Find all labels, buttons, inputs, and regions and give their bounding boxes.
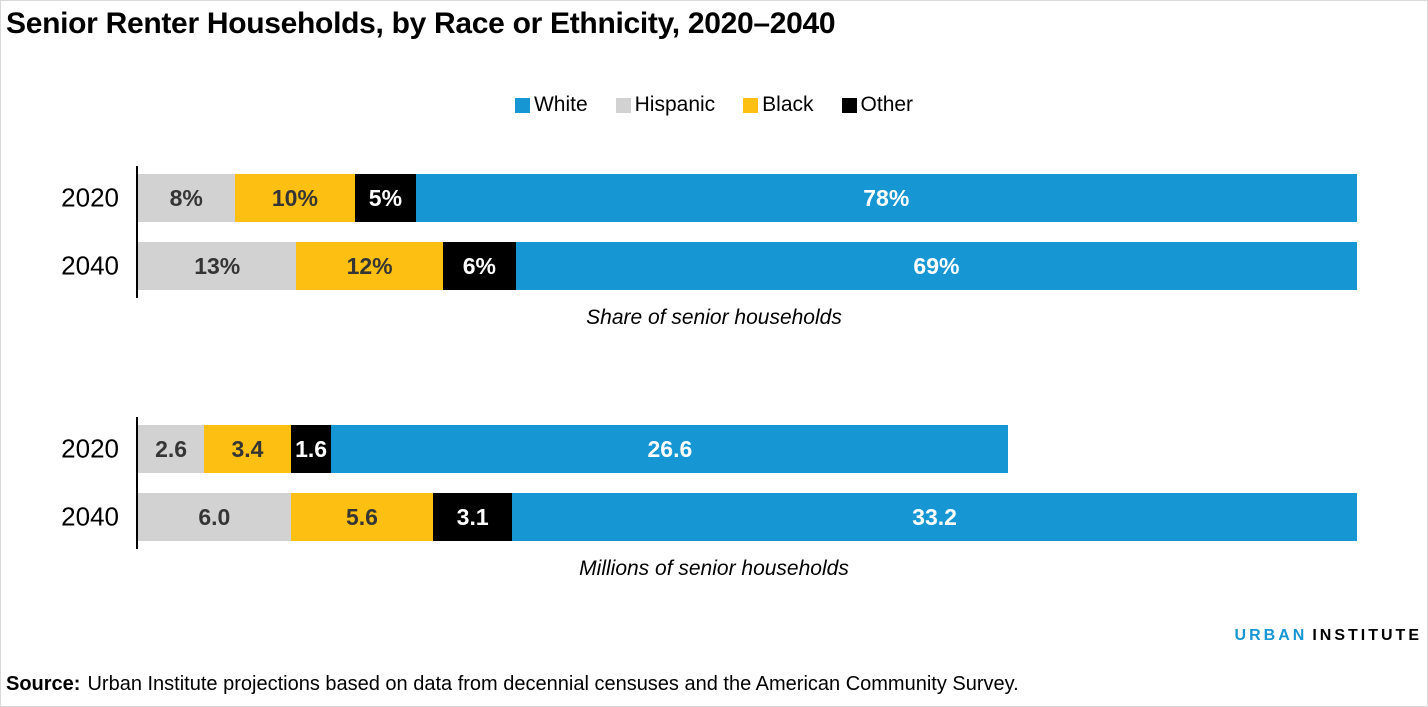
legend-swatch-other	[841, 97, 857, 113]
share-axis-caption: Share of senior households	[586, 306, 842, 329]
category-label-2040: 2040	[61, 250, 119, 281]
segment-hispanic-2040: 6.0	[138, 493, 291, 541]
segment-black-2020: 10%	[234, 174, 356, 222]
stacked-bar-2020: 2.6 3.4 1.6 26.6	[138, 425, 1009, 473]
source-note: Source: Urban Institute projections based…	[6, 673, 1019, 696]
bar-row-2020: 2020 2.6 3.4 1.6 26.6	[61, 425, 1357, 473]
segment-white-2020: 78%	[415, 174, 1357, 222]
stacked-bar-2040: 13% 12% 6% 69%	[138, 242, 1357, 290]
urban-institute-logo: URBAN INSTITUTE	[1235, 627, 1422, 645]
legend-label-hispanic: Hispanic	[634, 93, 716, 116]
legend-label-black: Black	[762, 93, 814, 116]
stacked-bar-2020: 8% 10% 5% 78%	[138, 174, 1357, 222]
legend-item-black: Black	[743, 93, 814, 117]
source-label: Source:	[6, 673, 81, 695]
millions-chart: 2020 2.6 3.4 1.6 26.6 2040 6.0 5.6 3.1 33.2 Milli…	[1, 417, 1427, 581]
segment-black-2040: 12%	[296, 242, 443, 290]
legend-item-other: Other	[841, 93, 914, 117]
category-label-2020: 2020	[61, 182, 119, 213]
legend-label-white: White	[533, 93, 588, 116]
segment-hispanic-2020: 2.6	[138, 425, 205, 473]
segment-black-2020: 3.4	[204, 425, 291, 473]
segment-white-2040: 33.2	[512, 493, 1357, 541]
segment-other-2040: 3.1	[433, 493, 513, 541]
bar-row-2020: 2020 8% 10% 5% 78%	[61, 174, 1357, 222]
category-label-2040: 2040	[61, 501, 119, 532]
segment-hispanic-2040: 13%	[138, 242, 297, 290]
legend-label-other: Other	[860, 93, 914, 116]
legend-item-hispanic: Hispanic	[615, 93, 716, 117]
segment-black-2040: 5.6	[290, 493, 434, 541]
chart-title: Senior Renter Households, by Race or Eth…	[6, 7, 836, 40]
segment-hispanic-2020: 8%	[138, 174, 235, 222]
logo-urban-text: URBAN	[1234, 627, 1308, 644]
millions-chart-plot: 2020 2.6 3.4 1.6 26.6 2040 6.0 5.6 3.1 33.2	[61, 417, 1357, 549]
millions-axis-caption: Millions of senior households	[579, 557, 849, 580]
legend-swatch-white	[514, 97, 530, 113]
legend-swatch-black	[743, 97, 759, 113]
segment-white-2040: 69%	[515, 242, 1357, 290]
bar-row-2040: 2040 13% 12% 6% 69%	[61, 242, 1357, 290]
segment-other-2020: 1.6	[290, 425, 332, 473]
legend-swatch-hispanic	[615, 97, 631, 113]
source-text: Urban Institute projections based on dat…	[87, 673, 1019, 695]
legend: White Hispanic Black Other	[1, 93, 1427, 117]
stacked-bar-2040: 6.0 5.6 3.1 33.2	[138, 493, 1357, 541]
bar-row-2040: 2040 6.0 5.6 3.1 33.2	[61, 493, 1357, 541]
segment-other-2040: 6%	[442, 242, 516, 290]
category-label-2020: 2020	[61, 433, 119, 464]
logo-institute-text: INSTITUTE	[1312, 627, 1422, 644]
segment-other-2020: 5%	[355, 174, 416, 222]
segment-white-2020: 26.6	[331, 425, 1009, 473]
share-chart: 2020 8% 10% 5% 78% 2040 13% 12% 6% 69% Share of s…	[1, 166, 1427, 330]
legend-item-white: White	[514, 93, 588, 117]
share-chart-plot: 2020 8% 10% 5% 78% 2040 13% 12% 6% 69%	[61, 166, 1357, 298]
